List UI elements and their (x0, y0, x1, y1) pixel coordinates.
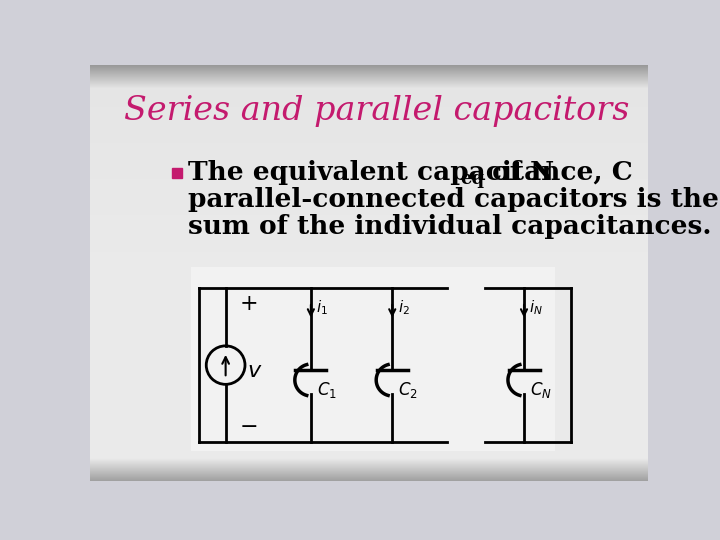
Text: parallel-connected capacitors is the: parallel-connected capacitors is the (189, 187, 719, 212)
Text: $C_1$: $C_1$ (317, 380, 337, 400)
Text: +: + (240, 293, 258, 314)
Text: Series and parallel capacitors: Series and parallel capacitors (124, 95, 629, 127)
Text: $C_N$: $C_N$ (530, 380, 552, 400)
Text: $i_2$: $i_2$ (397, 299, 410, 318)
Text: $i_N$: $i_N$ (529, 299, 544, 318)
Text: The equivalent capacitance, C: The equivalent capacitance, C (189, 160, 633, 185)
Text: $v$: $v$ (248, 361, 263, 381)
Text: sum of the individual capacitances.: sum of the individual capacitances. (189, 214, 712, 239)
Text: $C_2$: $C_2$ (398, 380, 418, 400)
FancyBboxPatch shape (191, 267, 555, 451)
Text: of N: of N (483, 160, 554, 185)
Text: $i_1$: $i_1$ (316, 299, 328, 318)
Text: −: − (240, 416, 258, 438)
Text: eq: eq (461, 170, 485, 188)
